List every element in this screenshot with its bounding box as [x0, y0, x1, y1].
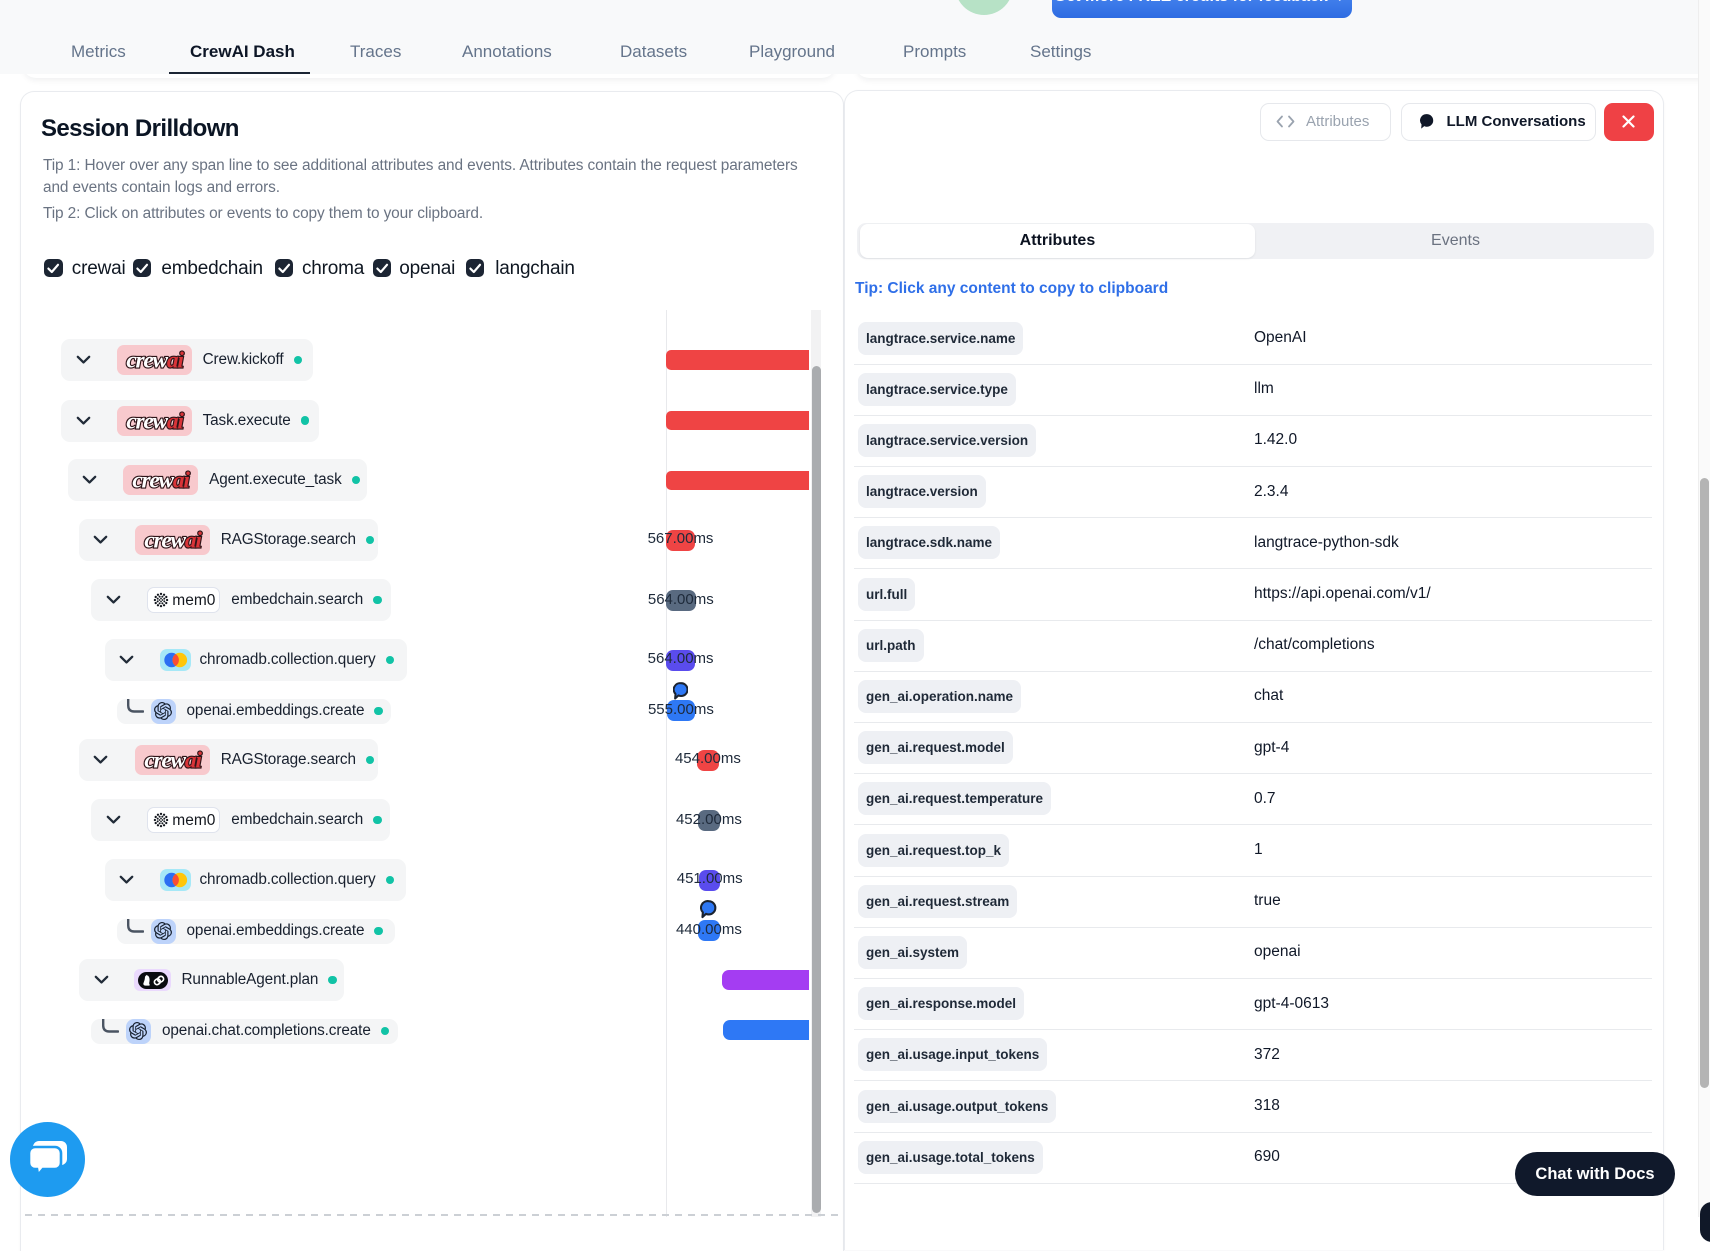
svg-text:crewai: crewai — [126, 348, 184, 374]
svg-text:crewai: crewai — [126, 408, 184, 434]
svg-text:crewai: crewai — [144, 748, 202, 774]
svg-text:crewai: crewai — [133, 468, 191, 494]
svg-text:crewai: crewai — [144, 528, 202, 554]
